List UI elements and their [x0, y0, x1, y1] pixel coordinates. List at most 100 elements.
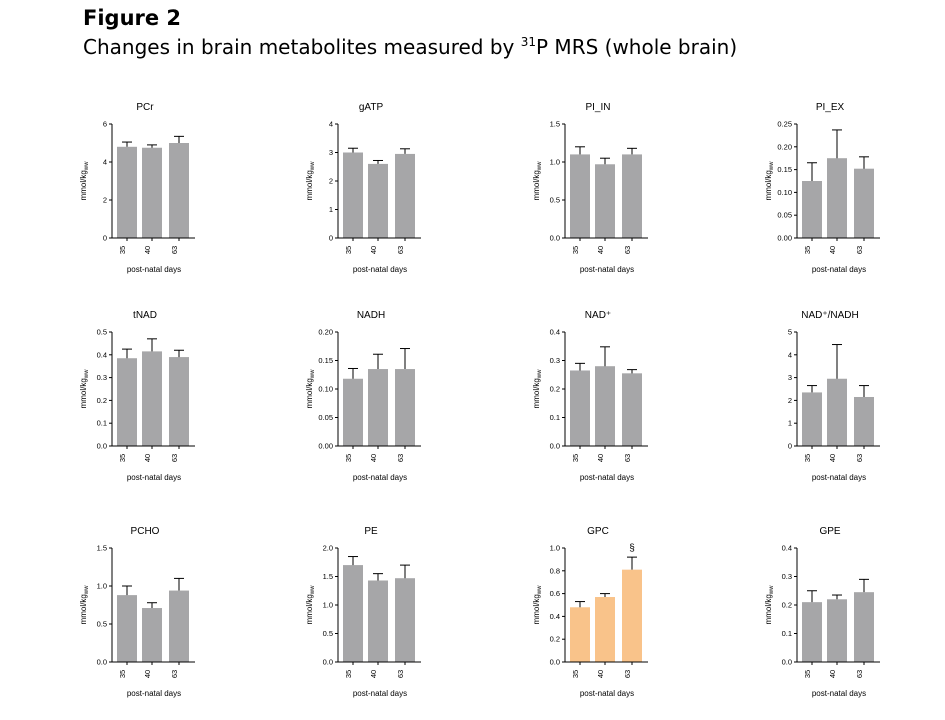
- chart-panel-nad-nadh: NAD⁺/NADH 35 40 63 0 1 2 3 4 5 post-natal days: [788, 310, 880, 482]
- x-tick-label: 35: [344, 670, 353, 678]
- chart-title: PCr: [136, 102, 154, 113]
- y-tick-label: 2: [329, 177, 333, 186]
- y-tick-label: 1.0: [97, 582, 107, 591]
- chart-panel-nad-: NAD⁺ 35 40 63 0.0 0.1 0.2 0.3 0.4 mmol/kgww post-n…: [532, 310, 648, 482]
- x-tick-label: 35: [803, 246, 812, 254]
- y-tick-label: 0.2: [550, 385, 560, 394]
- y-tick-label: 0.15: [777, 165, 792, 174]
- chart-title: PI_IN: [585, 102, 610, 113]
- bar: [169, 357, 189, 446]
- x-tick-label: 35: [118, 454, 127, 462]
- x-axis-label: post-natal days: [580, 473, 634, 482]
- bar: [343, 565, 363, 662]
- bar: [854, 396, 874, 446]
- y-axis-label: mmol/kgww: [79, 369, 90, 409]
- figure-caption: Changes in brain metabolites measured by…: [83, 35, 737, 59]
- x-tick-label: 35: [118, 246, 127, 254]
- x-tick-label: 63: [623, 670, 632, 678]
- y-tick-label: 0.6: [550, 589, 560, 598]
- y-tick-label: 0.3: [550, 356, 560, 365]
- x-tick-label: 63: [170, 246, 179, 254]
- bar: [854, 168, 874, 238]
- y-tick-label: 1.5: [97, 544, 107, 553]
- caption-pre: Changes in brain metabolites measured by: [83, 35, 521, 59]
- y-tick-label: 0.10: [777, 188, 792, 197]
- x-axis-label: post-natal days: [812, 265, 866, 274]
- chart-title: NADH: [357, 310, 385, 321]
- y-tick-label: 5: [788, 328, 792, 337]
- y-tick-label: 4: [103, 158, 107, 167]
- y-tick-label: 0.00: [318, 442, 333, 451]
- y-tick-label: 0.00: [777, 234, 792, 243]
- x-axis-label: post-natal days: [353, 265, 407, 274]
- chart-title: tNAD: [133, 310, 157, 321]
- chart-title: PCHO: [131, 526, 160, 537]
- x-tick-label: 35: [571, 670, 580, 678]
- x-tick-label: 63: [396, 246, 405, 254]
- y-axis-label: mmol/kgww: [305, 161, 316, 201]
- y-tick-label: 0.0: [782, 658, 792, 667]
- chart-panel-gpc: GPC 35 40 § 63 0.0 0.2 0.4 0.6 0.8 1.0 mmol/kgww pos…: [532, 526, 648, 698]
- x-tick-label: 40: [828, 670, 837, 678]
- y-tick-label: 0.0: [550, 658, 560, 667]
- bar: [827, 158, 847, 238]
- x-tick-label: 35: [803, 670, 812, 678]
- chart-panel-gatp: gATP 35 40 63 0 1 2 3 4 mmol/kgww post-natal days: [305, 102, 421, 274]
- x-axis-label: post-natal days: [127, 689, 181, 698]
- y-tick-label: 0.2: [550, 635, 560, 644]
- x-axis-label: post-natal days: [580, 689, 634, 698]
- bar: [622, 569, 642, 662]
- bar: [802, 392, 822, 446]
- x-tick-label: 40: [596, 670, 605, 678]
- significance-marker: §: [629, 543, 635, 554]
- chart-title: GPC: [587, 526, 609, 537]
- x-axis-label: post-natal days: [812, 473, 866, 482]
- x-tick-label: 63: [623, 454, 632, 462]
- chart-title: PE: [364, 526, 378, 537]
- bar: [570, 607, 590, 662]
- x-tick-label: 63: [855, 670, 864, 678]
- y-tick-label: 1: [788, 419, 792, 428]
- y-tick-label: 0.2: [782, 601, 792, 610]
- y-tick-label: 1.5: [550, 120, 560, 129]
- bar: [368, 580, 388, 662]
- y-tick-label: 0.1: [97, 419, 107, 428]
- bar: [142, 351, 162, 446]
- y-tick-label: 1.0: [323, 601, 333, 610]
- y-tick-label: 0.5: [323, 629, 333, 638]
- x-axis-label: post-natal days: [127, 473, 181, 482]
- bar: [854, 592, 874, 662]
- y-tick-label: 0.5: [97, 328, 107, 337]
- y-axis-label: mmol/kgww: [532, 585, 543, 625]
- y-tick-label: 0.0: [97, 658, 107, 667]
- y-tick-label: 0.3: [97, 373, 107, 382]
- bar: [169, 143, 189, 238]
- x-axis-label: post-natal days: [353, 473, 407, 482]
- y-tick-label: 0.3: [782, 572, 792, 581]
- x-tick-label: 35: [344, 454, 353, 462]
- x-axis-label: post-natal days: [580, 265, 634, 274]
- y-tick-label: 0.15: [318, 356, 333, 365]
- x-tick-label: 40: [828, 246, 837, 254]
- y-axis-label: mmol/kgww: [79, 161, 90, 201]
- y-tick-label: 0.0: [323, 658, 333, 667]
- bar: [343, 152, 363, 238]
- bar: [802, 602, 822, 662]
- y-tick-label: 0.1: [782, 629, 792, 638]
- y-axis-label: mmol/kgww: [764, 585, 775, 625]
- y-tick-label: 0.1: [550, 413, 560, 422]
- bar: [343, 378, 363, 446]
- y-tick-label: 0.0: [550, 234, 560, 243]
- bar: [117, 146, 137, 238]
- x-tick-label: 35: [571, 246, 580, 254]
- bar: [622, 373, 642, 446]
- chart-panel-pcho: PCHO 35 40 63 0.0 0.5 1.0 1.5 mmol/kgww post-nata…: [79, 526, 195, 698]
- y-tick-label: 0.8: [550, 566, 560, 575]
- y-tick-label: 4: [329, 120, 333, 129]
- y-tick-label: 0.20: [777, 142, 792, 151]
- x-tick-label: 40: [596, 454, 605, 462]
- bar: [368, 369, 388, 446]
- bar: [169, 590, 189, 662]
- bar: [395, 369, 415, 446]
